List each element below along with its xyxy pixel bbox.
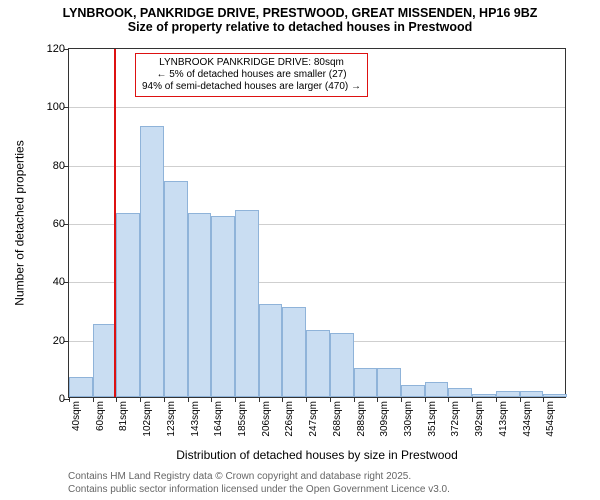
x-tick-label: 185sqm [237,401,248,437]
x-tick-label: 164sqm [213,401,224,437]
histogram-figure: LYNBROOK, PANKRIDGE DRIVE, PRESTWOOD, GR… [0,0,600,500]
x-tick-mark [140,397,141,402]
marker-annotation: LYNBROOK PANKRIDGE DRIVE: 80sqm ← 5% of … [135,53,368,97]
x-tick-mark [259,397,260,402]
y-axis-label: Number of detached properties [10,48,30,398]
x-tick-mark [164,397,165,402]
x-tick-mark [496,397,497,402]
plot-area: 02040608010012040sqm60sqm81sqm102sqm123s… [68,48,566,398]
x-tick-label: 268sqm [332,401,343,437]
x-tick-mark [472,397,473,402]
x-tick-label: 102sqm [142,401,153,437]
histogram-bar [377,368,401,397]
x-tick-mark [354,397,355,402]
histogram-bar [330,333,354,397]
marker-line [114,49,116,397]
y-tick-label: 100 [47,101,65,113]
x-axis-label: Distribution of detached houses by size … [68,448,566,462]
x-tick-label: 226sqm [284,401,295,437]
x-tick-label: 309sqm [379,401,390,437]
histogram-bar [282,307,306,397]
x-tick-mark [425,397,426,402]
histogram-bar [188,213,212,397]
title-address: LYNBROOK, PANKRIDGE DRIVE, PRESTWOOD, GR… [10,6,590,20]
title-block: LYNBROOK, PANKRIDGE DRIVE, PRESTWOOD, GR… [0,0,600,36]
y-tick-label: 40 [53,276,65,288]
x-tick-mark [69,397,70,402]
histogram-bar [116,213,140,397]
y-tick-label: 80 [53,160,65,172]
histogram-bar [425,382,449,397]
x-tick-label: 143sqm [190,401,201,437]
annot-line: LYNBROOK PANKRIDGE DRIVE: 80sqm [142,57,361,69]
x-tick-label: 454sqm [545,401,556,437]
annot-line: ← 5% of detached houses are smaller (27) [142,69,361,81]
footer-attribution: Contains HM Land Registry data © Crown c… [68,471,450,496]
y-tick-label: 0 [59,393,65,405]
x-tick-label: 288sqm [356,401,367,437]
x-tick-label: 413sqm [498,401,509,437]
histogram-bar [93,324,117,397]
x-tick-label: 434sqm [522,401,533,437]
x-tick-label: 206sqm [261,401,272,437]
x-tick-label: 40sqm [71,401,82,431]
histogram-bar [140,126,164,397]
footer-line: Contains public sector information licen… [68,484,450,497]
histogram-bar [235,210,259,397]
histogram-bar [543,394,567,397]
histogram-bar [164,181,188,397]
x-tick-mark [306,397,307,402]
y-tick-label: 20 [53,335,65,347]
histogram-bar [259,304,283,397]
x-tick-mark [188,397,189,402]
x-tick-mark [93,397,94,402]
x-tick-mark [401,397,402,402]
annot-line: 94% of semi-detached houses are larger (… [142,81,361,93]
gridline [69,107,565,108]
footer-line: Contains HM Land Registry data © Crown c… [68,471,450,484]
histogram-bar [306,330,330,397]
x-tick-mark [520,397,521,402]
x-tick-label: 123sqm [166,401,177,437]
histogram-bar [472,394,496,397]
x-tick-label: 60sqm [95,401,106,431]
y-tick-label: 120 [47,43,65,55]
x-tick-mark [330,397,331,402]
x-tick-label: 247sqm [308,401,319,437]
histogram-bar [496,391,520,397]
x-tick-label: 392sqm [474,401,485,437]
x-tick-label: 81sqm [118,401,129,431]
histogram-bar [401,385,425,397]
x-tick-mark [235,397,236,402]
histogram-bar [354,368,378,397]
x-tick-label: 351sqm [427,401,438,437]
title-subtitle: Size of property relative to detached ho… [10,20,590,34]
histogram-bar [69,377,93,397]
histogram-bar [520,391,544,397]
x-tick-label: 372sqm [450,401,461,437]
histogram-bar [211,216,235,397]
histogram-bar [448,388,472,397]
x-tick-label: 330sqm [403,401,414,437]
y-tick-label: 60 [53,218,65,230]
